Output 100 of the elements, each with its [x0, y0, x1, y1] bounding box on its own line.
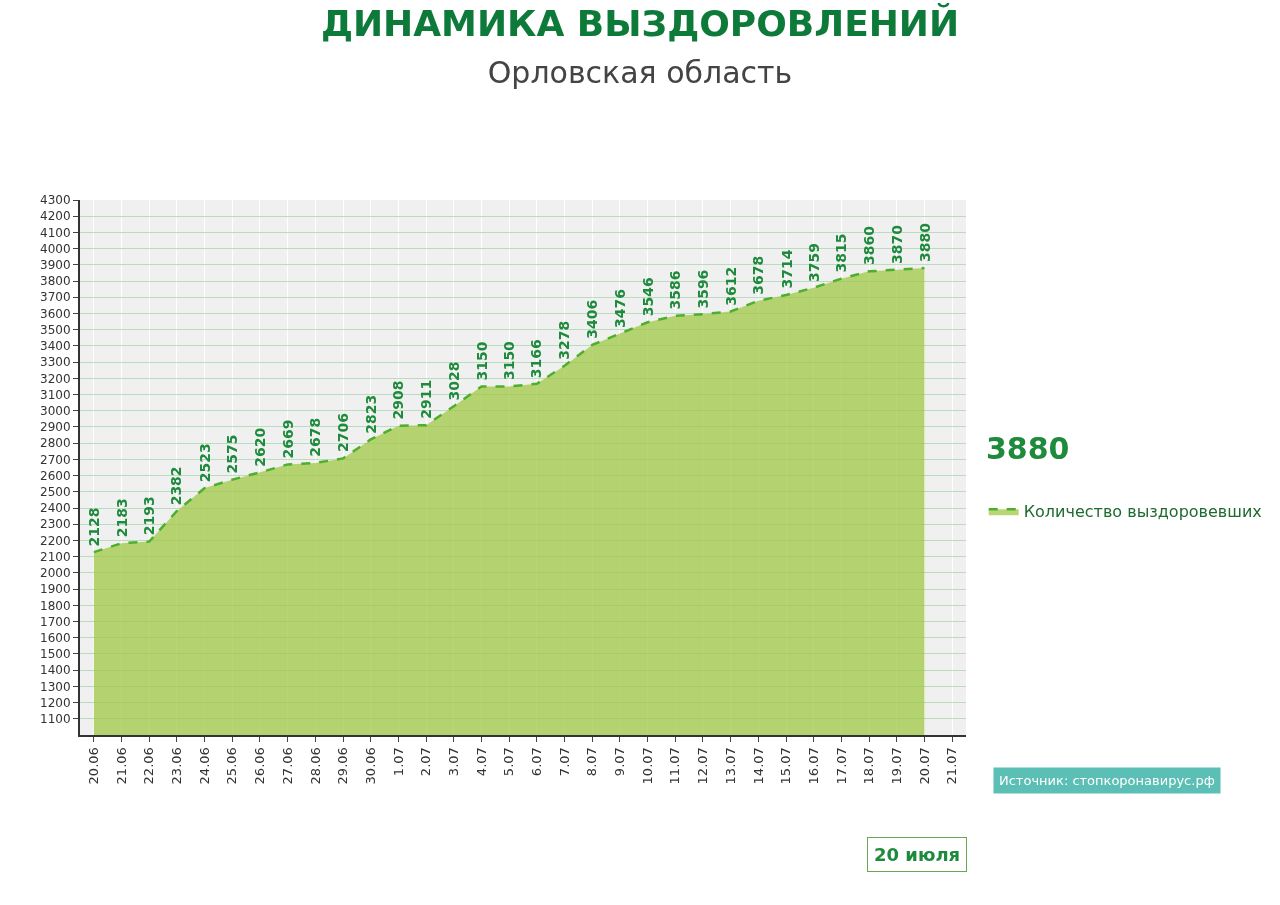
x-tick-label: 23.06 — [169, 747, 185, 785]
data-label: 2523 — [197, 443, 213, 483]
data-label: 3612 — [722, 266, 739, 306]
y-tick-label: 1200 — [40, 695, 71, 710]
x-tick-label: 13.07 — [722, 747, 738, 785]
data-label: 2911 — [418, 379, 435, 419]
y-tick-label: 3900 — [40, 258, 71, 273]
x-tick-label: 16.07 — [805, 747, 821, 785]
y-tick-label: 2900 — [40, 420, 71, 435]
data-label: 3546 — [639, 277, 656, 317]
y-tick-label: 2200 — [40, 533, 71, 548]
x-tick-label: 20.07 — [916, 747, 932, 785]
x-tick-label: 27.06 — [279, 747, 295, 785]
y-tick-label: 1400 — [40, 663, 71, 678]
data-label: 3860 — [861, 225, 878, 265]
y-tick-label: 1800 — [40, 598, 71, 613]
y-tick-label: 4300 — [40, 193, 71, 208]
data-label: 3880 — [916, 222, 933, 263]
data-label: 3150 — [501, 340, 518, 381]
x-tick-label: 24.06 — [196, 747, 212, 785]
y-tick-label: 3000 — [40, 403, 71, 418]
x-tick-label: 30.06 — [362, 747, 378, 785]
x-tick-label: 17.07 — [833, 747, 849, 785]
y-tick-label: 3100 — [40, 387, 71, 402]
data-label: 3278 — [556, 320, 573, 360]
chart-subtitle: Орловская область — [487, 55, 793, 90]
y-tick-label: 1900 — [40, 582, 71, 597]
x-tick-label: 2.07 — [418, 747, 434, 777]
y-tick-label: 3800 — [40, 274, 71, 289]
data-label: 2128 — [86, 507, 103, 547]
y-tick-label: 3500 — [40, 322, 71, 337]
y-tick-label: 3200 — [40, 371, 71, 386]
data-label: 3714 — [778, 249, 795, 289]
y-tick-label: 4200 — [40, 209, 71, 224]
x-tick-label: 28.06 — [307, 747, 323, 785]
data-label: 3870 — [888, 224, 905, 264]
data-label: 3759 — [805, 242, 822, 282]
y-tick-label: 1600 — [40, 630, 71, 645]
x-tick-label: 4.07 — [473, 747, 489, 777]
y-tick-label: 3400 — [40, 339, 71, 354]
data-label: 2678 — [306, 417, 323, 457]
y-tick-label: 3600 — [40, 306, 71, 321]
data-label: 2183 — [113, 498, 130, 538]
x-tick-label: 5.07 — [501, 747, 517, 777]
x-tick-label: 9.07 — [612, 747, 628, 777]
x-tick-label: 18.07 — [861, 747, 877, 785]
text: Источник: стопкоронавирус.рф — [999, 773, 1215, 788]
x-tick-label: 25.06 — [224, 747, 240, 785]
x-tick-label: 10.07 — [639, 747, 655, 785]
y-tick-label: 1300 — [40, 679, 71, 694]
x-tick-label: 8.07 — [584, 747, 600, 777]
x-tick-label: 1.07 — [390, 747, 406, 777]
x-tick-label: 14.07 — [750, 747, 766, 785]
y-tick-label: 2500 — [40, 485, 71, 500]
data-label: 3678 — [750, 255, 766, 295]
text: 3880 — [986, 431, 1070, 466]
x-tick-label: 29.06 — [335, 747, 351, 785]
x-tick-label: 19.07 — [889, 747, 905, 785]
x-tick-label: 20.06 — [86, 747, 102, 785]
y-tick-label: 2700 — [40, 452, 71, 467]
y-tick-label: 4100 — [40, 225, 71, 240]
x-tick-label: 21.07 — [944, 747, 960, 785]
data-label: 2575 — [224, 434, 241, 474]
data-label: 2382 — [168, 466, 185, 506]
y-tick-label: 2600 — [40, 468, 71, 483]
x-tick-label: 6.07 — [529, 747, 545, 777]
data-label: 3476 — [611, 289, 628, 328]
y-tick-label: 1700 — [40, 614, 71, 629]
data-label: 3586 — [667, 270, 684, 310]
x-tick-label: 22.06 — [141, 747, 157, 785]
x-tick-label: 21.06 — [113, 747, 129, 785]
y-tick-label: 3700 — [40, 290, 71, 305]
x-tick-label: 3.07 — [446, 747, 462, 777]
x-tick-label: 26.06 — [252, 747, 268, 785]
data-label: 3150 — [473, 341, 490, 381]
legend-label: Количество выздоровевших — [1023, 502, 1262, 522]
x-tick-label: 15.07 — [778, 747, 794, 785]
data-label: 3166 — [528, 339, 545, 379]
data-label: 2823 — [362, 394, 379, 434]
y-tick-label: 4000 — [40, 241, 71, 256]
data-label: 2908 — [390, 380, 407, 420]
chart-title: ДИНАМИКА ВЫЗДОРОВЛЕНИЙ — [320, 3, 960, 45]
y-tick-label: 2000 — [40, 566, 71, 581]
y-tick-label: 1100 — [40, 711, 71, 726]
text: 20 июля — [874, 844, 961, 865]
data-label: 2706 — [335, 412, 352, 452]
data-label: 2193 — [141, 496, 158, 536]
y-tick-label: 1500 — [40, 647, 71, 662]
y-tick-label: 3300 — [40, 355, 71, 370]
y-tick-label: 2400 — [40, 501, 71, 516]
y-tick-label: 2800 — [40, 436, 71, 451]
data-label: 3406 — [583, 299, 600, 339]
y-tick-label: 2100 — [40, 549, 71, 564]
data-label: 3596 — [695, 269, 712, 309]
data-label: 2669 — [279, 419, 296, 459]
x-tick-label: 12.07 — [695, 747, 711, 785]
x-tick-label: 11.07 — [667, 747, 683, 785]
x-tick-label: 7.07 — [556, 747, 572, 777]
y-tick-label: 2300 — [40, 517, 71, 532]
data-label: 2620 — [252, 427, 269, 467]
